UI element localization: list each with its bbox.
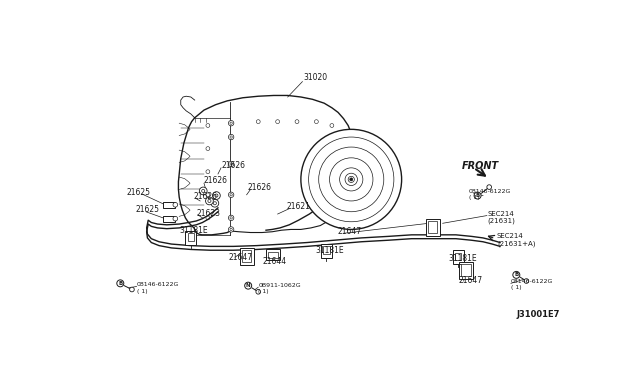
Circle shape <box>173 217 178 221</box>
Bar <box>459 262 473 279</box>
Circle shape <box>213 202 216 205</box>
Text: 21621: 21621 <box>287 202 311 211</box>
Circle shape <box>228 121 234 126</box>
Text: ( 1): ( 1) <box>469 195 479 201</box>
Bar <box>426 219 440 235</box>
Circle shape <box>256 289 260 294</box>
Bar <box>455 253 461 260</box>
Bar <box>461 264 470 276</box>
Text: 21623: 21623 <box>196 209 220 218</box>
Bar <box>242 250 252 262</box>
Bar <box>266 250 280 260</box>
Circle shape <box>314 120 318 124</box>
Circle shape <box>228 227 234 232</box>
Bar <box>268 252 278 258</box>
Circle shape <box>230 217 232 219</box>
Circle shape <box>230 228 232 231</box>
Circle shape <box>173 202 178 207</box>
Text: ( 1): ( 1) <box>511 285 522 290</box>
Text: J31001E7: J31001E7 <box>516 310 560 320</box>
Text: B: B <box>514 272 518 278</box>
Circle shape <box>524 279 529 283</box>
Text: 08146-6122G: 08146-6122G <box>511 279 553 283</box>
Text: SEC214: SEC214 <box>497 233 524 239</box>
Circle shape <box>230 194 232 196</box>
Bar <box>239 248 253 265</box>
Circle shape <box>228 161 234 167</box>
Circle shape <box>215 194 218 197</box>
Circle shape <box>206 124 210 128</box>
Circle shape <box>206 147 210 151</box>
Text: SEC214: SEC214 <box>488 211 515 217</box>
Text: 0B911-1062G: 0B911-1062G <box>259 283 301 288</box>
Circle shape <box>202 189 205 192</box>
Circle shape <box>206 170 210 174</box>
Circle shape <box>228 134 234 140</box>
Circle shape <box>205 197 213 205</box>
Text: 21647: 21647 <box>229 253 253 262</box>
Circle shape <box>349 178 353 181</box>
Circle shape <box>230 122 232 124</box>
Circle shape <box>301 129 402 230</box>
Circle shape <box>295 120 299 124</box>
Bar <box>321 244 332 258</box>
Text: (21631+A): (21631+A) <box>497 240 536 247</box>
Circle shape <box>228 215 234 221</box>
Text: 08146-6122G: 08146-6122G <box>469 189 511 194</box>
Text: (21631): (21631) <box>488 218 516 224</box>
Bar <box>323 246 330 254</box>
Circle shape <box>230 163 232 165</box>
Text: 21644: 21644 <box>263 257 287 266</box>
Text: 21626: 21626 <box>221 161 245 170</box>
Text: 21647: 21647 <box>337 227 362 236</box>
Circle shape <box>117 280 124 287</box>
Text: N: N <box>246 283 250 288</box>
Circle shape <box>474 192 481 199</box>
Circle shape <box>130 287 134 292</box>
Circle shape <box>199 187 207 195</box>
Text: 21647: 21647 <box>458 276 483 285</box>
Text: ( 1): ( 1) <box>136 289 147 294</box>
Circle shape <box>256 120 260 124</box>
Text: B: B <box>118 281 122 286</box>
Text: B: B <box>476 193 480 198</box>
Text: 21626: 21626 <box>204 176 227 185</box>
Circle shape <box>208 199 211 202</box>
Text: 21625: 21625 <box>127 188 150 197</box>
Circle shape <box>228 192 234 198</box>
Text: 21626: 21626 <box>248 183 271 192</box>
Text: 21626: 21626 <box>194 192 218 201</box>
Text: 31020: 31020 <box>303 73 327 82</box>
Bar <box>188 233 194 241</box>
Bar <box>186 231 196 245</box>
Circle shape <box>206 216 210 220</box>
Circle shape <box>276 120 280 124</box>
Circle shape <box>244 282 252 289</box>
Circle shape <box>230 136 232 138</box>
Circle shape <box>211 199 219 207</box>
Bar <box>163 202 175 208</box>
Text: FRONT: FRONT <box>462 161 499 170</box>
Circle shape <box>487 185 492 189</box>
Text: 31181E: 31181E <box>316 246 344 255</box>
Circle shape <box>212 192 220 199</box>
Text: ( 1): ( 1) <box>259 289 269 294</box>
Bar <box>452 250 463 264</box>
Bar <box>163 216 175 222</box>
Text: 31181E: 31181E <box>179 226 208 235</box>
Text: 21625: 21625 <box>136 205 160 214</box>
Bar <box>428 221 437 232</box>
Circle shape <box>513 272 520 278</box>
Circle shape <box>330 124 334 128</box>
Text: 08146-6122G: 08146-6122G <box>136 282 179 288</box>
Circle shape <box>206 193 210 197</box>
Text: 31181E: 31181E <box>449 254 477 263</box>
